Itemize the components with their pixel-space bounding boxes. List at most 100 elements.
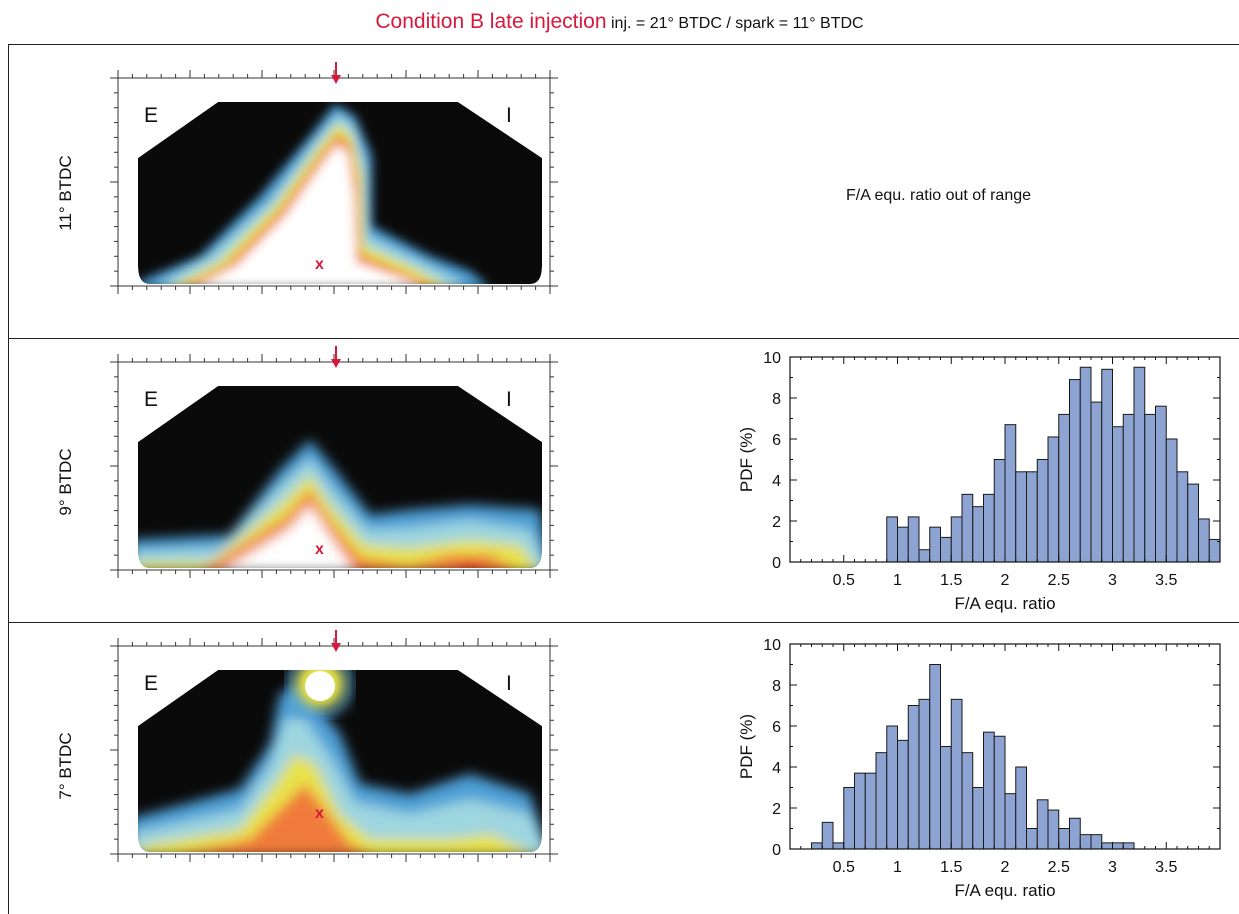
histogram-bar bbox=[1090, 401, 1103, 563]
histogram-bar bbox=[854, 772, 866, 850]
injector-arrow-head bbox=[331, 75, 341, 84]
row-label-11: 11° BTDC bbox=[56, 155, 75, 231]
title-main: Condition B late injection bbox=[375, 10, 607, 33]
y-tick-label: 2 bbox=[772, 514, 781, 531]
histogram-bar bbox=[950, 516, 963, 563]
intake-marker: I bbox=[506, 672, 512, 695]
histogram-bar bbox=[907, 705, 920, 850]
intake-marker: I bbox=[506, 104, 512, 127]
injector-arrow-head bbox=[331, 643, 341, 652]
y-tick-label: 8 bbox=[772, 391, 781, 408]
histogram-bar bbox=[1015, 471, 1027, 563]
row-label-7: 7° BTDC bbox=[56, 732, 75, 800]
histogram-bar bbox=[961, 493, 974, 563]
x-axis-label: F/A equ. ratio bbox=[954, 594, 1055, 613]
y-tick-label: 8 bbox=[772, 678, 781, 695]
histogram-bar bbox=[950, 698, 963, 850]
exhaust-marker: E bbox=[144, 104, 158, 127]
histogram-bar bbox=[929, 526, 941, 563]
x-tick-label: 2.5 bbox=[1048, 572, 1070, 589]
exhaust-marker: E bbox=[144, 388, 158, 411]
title-sub: inj. = 21° BTDC / spark = 11° BTDC bbox=[611, 15, 864, 32]
figure-frame bbox=[8, 44, 1239, 914]
x-tick-label: 3.5 bbox=[1155, 859, 1177, 876]
histogram-bar bbox=[1079, 834, 1092, 850]
map-panel-7: E I x bbox=[110, 630, 558, 862]
histogram-bar bbox=[1058, 828, 1070, 850]
x-tick-label: 1 bbox=[893, 859, 902, 876]
histogram-bar bbox=[1036, 799, 1049, 850]
y-tick-label: 4 bbox=[772, 473, 781, 490]
x-tick-label: 1.5 bbox=[940, 859, 962, 876]
map-panel-9: E I x bbox=[110, 346, 558, 578]
fuel-map bbox=[138, 670, 542, 852]
row-divider bbox=[8, 622, 1239, 623]
histogram-bar bbox=[1122, 413, 1135, 563]
histogram-bar bbox=[1026, 828, 1038, 850]
map-ticks bbox=[110, 354, 558, 578]
histogram-bar bbox=[1144, 413, 1156, 563]
map-ticks bbox=[110, 638, 558, 862]
spark-plug-marker: x bbox=[315, 256, 324, 273]
histogram-bar bbox=[961, 752, 974, 850]
histogram-bar bbox=[897, 739, 909, 850]
histogram-bar bbox=[875, 752, 888, 850]
y-tick-label: 0 bbox=[772, 842, 781, 859]
histogram-bar bbox=[1047, 436, 1060, 563]
fuel-map bbox=[138, 102, 542, 284]
histogram-bar bbox=[1208, 538, 1221, 563]
x-tick-label: 3 bbox=[1108, 572, 1117, 589]
histogram-bar bbox=[1155, 405, 1167, 563]
histogram-bar bbox=[886, 516, 898, 563]
histogram-bar bbox=[1198, 518, 1210, 563]
exhaust-marker: E bbox=[144, 672, 158, 695]
histogram-bar bbox=[1069, 379, 1081, 563]
intake-marker: I bbox=[506, 388, 512, 411]
histogram-bar bbox=[1026, 471, 1038, 563]
histogram-bar bbox=[1122, 842, 1135, 850]
histogram-bar bbox=[1101, 368, 1113, 563]
histogram-bar bbox=[940, 746, 952, 850]
x-axis-label: F/A equ. ratio bbox=[954, 881, 1055, 900]
histogram-bar bbox=[929, 664, 941, 850]
out-of-range-note: F/A equ. ratio out of range bbox=[846, 187, 1032, 204]
histogram-9btdc: 0.5 1 1.5 2 2.5 3 3.5 0 2 4 6 8 10 F/A equ. ratio PDF … bbox=[737, 350, 1221, 613]
y-tick-label: 2 bbox=[772, 801, 781, 818]
histogram-bar bbox=[1112, 842, 1124, 850]
histogram-bar bbox=[1112, 426, 1124, 563]
histogram-bar bbox=[983, 731, 995, 850]
histogram-bar bbox=[1176, 471, 1189, 563]
x-tick-label: 0.5 bbox=[833, 572, 855, 589]
fuel-map bbox=[138, 386, 542, 568]
histogram-bar bbox=[1090, 834, 1103, 850]
row-label-9: 9° BTDC bbox=[56, 448, 75, 516]
y-tick-label: 0 bbox=[772, 555, 781, 572]
y-tick-label: 6 bbox=[772, 719, 781, 736]
x-tick-label: 3 bbox=[1108, 859, 1117, 876]
histogram-bar bbox=[886, 725, 898, 850]
row-divider bbox=[8, 338, 1239, 339]
histogram-bar bbox=[821, 821, 834, 850]
histogram-bar bbox=[1069, 817, 1081, 850]
histogram-7btdc: 0.5 1 1.5 2 2.5 3 3.5 0 2 4 6 8 10 F/A equ. ratio PDF … bbox=[737, 637, 1221, 900]
histogram-bar bbox=[918, 698, 931, 850]
histogram-bar bbox=[993, 459, 1006, 563]
injector-arrow-head bbox=[331, 359, 341, 368]
histogram-bar bbox=[897, 526, 909, 563]
spark-plug-marker: x bbox=[315, 541, 324, 558]
histogram-bar bbox=[1036, 459, 1049, 563]
histogram-bar bbox=[918, 549, 931, 563]
histogram-bar bbox=[811, 842, 823, 850]
histogram-bar bbox=[1133, 366, 1146, 563]
y-axis-label: PDF (%) bbox=[737, 714, 756, 779]
histogram-bar bbox=[1165, 438, 1178, 563]
histogram-bar bbox=[972, 506, 984, 563]
x-tick-label: 3.5 bbox=[1155, 572, 1177, 589]
x-tick-label: 1 bbox=[893, 572, 902, 589]
x-tick-label: 2 bbox=[1001, 859, 1010, 876]
x-tick-label: 0.5 bbox=[833, 859, 855, 876]
y-tick-label: 4 bbox=[772, 760, 781, 777]
histogram-bar bbox=[1047, 809, 1060, 850]
histogram-bar bbox=[983, 493, 995, 563]
histogram-bar bbox=[1004, 793, 1017, 850]
